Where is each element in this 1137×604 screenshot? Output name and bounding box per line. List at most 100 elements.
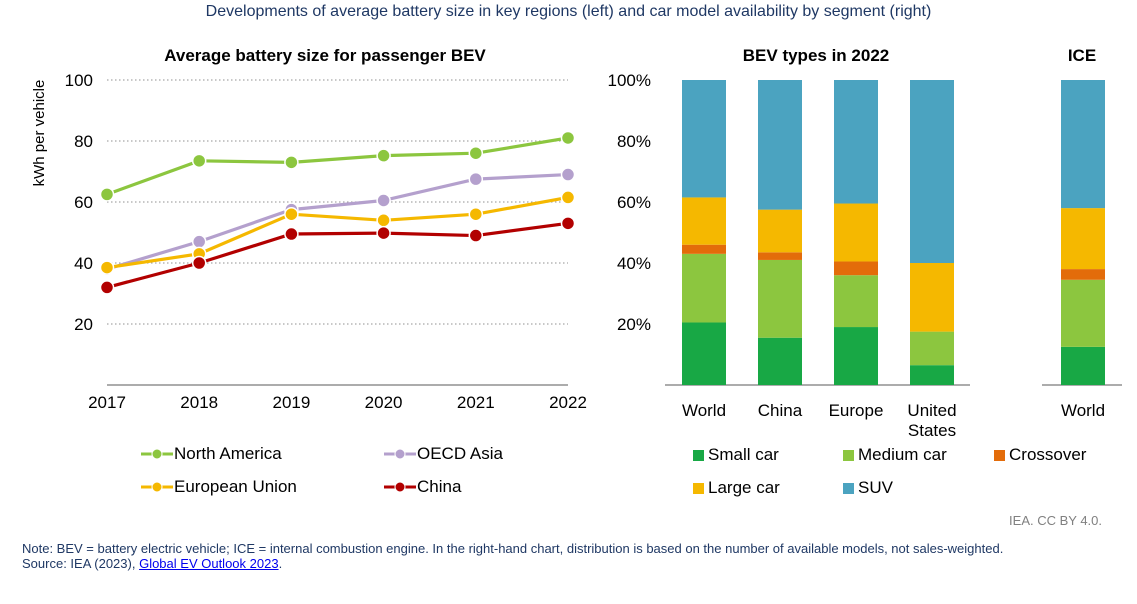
bev-bar-europe-small-car [834,327,878,385]
x-tick-label-2017: 2017 [88,393,126,412]
legend-item-european-union: European Union [140,477,297,497]
line-chart-x-ticks: 2017 2018 2019 2020 2021 2022 [88,393,587,412]
legend-line-marker [141,448,173,460]
credit-text: IEA. CC BY 4.0. [1009,513,1102,528]
bev-bar-world-small-car [682,322,726,385]
bev-bar-united-states-large-car [910,263,954,332]
bev-x-tick-label-china: China [758,401,803,420]
bev-bar-china-large-car [758,209,802,253]
series-oecd-asia [99,167,576,277]
ice-bar-world-small-car [1061,346,1105,385]
legend-item-oecd-asia: OECD Asia [383,444,503,464]
point-north-america-2021 [468,145,484,161]
ice-chart-title: ICE [1068,46,1096,65]
bev-x-tick-label-united-states: United States [907,401,956,440]
legend-swatch [994,449,1005,461]
bev-bar-world-medium-car [682,253,726,323]
series-north-america [99,130,576,202]
ice-x-tick-label-world: World [1061,401,1105,420]
bev-bar-united-states-small-car [910,365,954,385]
legend-label: SUV [858,478,893,497]
y-tick-label-20: 20 [74,315,93,334]
point-north-america-2018 [191,153,207,169]
point-north-america-2019 [284,155,299,170]
figure-title: Developments of average battery size in … [205,3,932,20]
line-chart-series [99,130,576,295]
legend-line-marker [384,481,416,493]
legend-line-marker [384,448,416,460]
ice-stack-world [1061,80,1105,385]
point-european-union-2020 [376,213,391,228]
ice-bar-world-crossover [1061,269,1105,280]
legend-label: Medium car [858,445,947,464]
y-tick-label-40: 40 [74,254,93,273]
bev-bar-world-suv [682,80,726,198]
series-china [99,216,576,295]
bev-x-tick-label-europe: Europe [829,401,884,420]
bar-y-tick-label-60: 60% [617,193,651,212]
bev-chart-title: BEV types in 2022 [743,46,889,65]
point-european-union-2017 [99,260,115,275]
line-chart-ylabel: kWh per vehicle [31,80,48,187]
point-oecd-asia-2021 [468,171,484,187]
point-china-2017 [99,280,115,295]
ice-bar-world-large-car [1061,208,1105,270]
bev-bar-china-suv [758,80,802,210]
legend-swatch [693,449,704,461]
y-tick-label-100: 100 [65,71,93,90]
bar-chart-stacks [682,80,1105,385]
legend-label: Crossover [1009,445,1087,464]
source-prefix: Source: IEA (2023), [22,556,140,571]
bar-chart-x-ticks: World China Europe United States World [682,401,1105,440]
legend-swatch [693,482,704,494]
x-tick-label-2020: 2020 [365,393,403,412]
bev-bar-china-medium-car [758,259,802,338]
legend-line-marker [141,481,173,493]
point-china-2022 [560,216,576,231]
point-china-2019 [284,226,299,242]
line-chart-title: Average battery size for passenger BEV [164,46,486,65]
ice-bar-world-suv [1061,80,1105,209]
line-chart-y-ticks: 20 40 60 80 100 [65,71,93,334]
bar-y-tick-label-100: 100% [608,71,651,90]
legend-label: European Union [174,477,297,496]
x-tick-label-2021: 2021 [457,393,495,412]
point-european-union-2022 [560,190,576,205]
point-china-2021 [468,228,484,243]
bev-bar-world-large-car [682,197,726,245]
legend-swatch [843,449,854,461]
point-china-2020 [376,225,391,241]
bev-stack-europe [834,80,878,385]
bev-stack-world [682,80,726,385]
note-text: Note: BEV = battery electric vehicle; IC… [22,541,1004,556]
point-oecd-asia-2018 [191,234,207,249]
bar-y-tick-label-80: 80% [617,132,651,151]
legend-label: OECD Asia [417,444,503,463]
point-european-union-2019 [284,206,299,222]
legend-dot [394,481,406,493]
ice-bar-world-medium-car [1061,279,1105,347]
y-tick-label-80: 80 [74,132,93,151]
x-tick-label-2018: 2018 [180,393,218,412]
legend-swatch [843,482,854,494]
legend-dot [394,448,406,460]
legend-item-crossover: Crossover [994,445,1086,465]
bev-bar-europe-crossover [834,261,878,276]
legend-item-small-car: Small car [693,445,779,465]
source-link[interactable]: Global EV Outlook 2023 [139,556,279,571]
legend-item-medium-car: Medium car [843,445,947,465]
x-tick-line: Europe [829,401,884,420]
legend-item-large-car: Large car [693,478,780,498]
point-european-union-2021 [468,206,484,222]
bar-y-tick-label-20: 20% [617,315,651,334]
legend-label: North America [174,444,282,463]
legend-label: China [417,477,462,496]
x-tick-label-2019: 2019 [272,393,310,412]
bev-bar-united-states-medium-car [910,331,954,366]
bev-bar-europe-medium-car [834,275,878,328]
line-chart-grid [107,79,568,386]
point-china-2018 [191,255,207,271]
x-tick-line: World [682,401,726,420]
x-tick-line: China [758,401,803,420]
point-north-america-2020 [376,148,391,163]
